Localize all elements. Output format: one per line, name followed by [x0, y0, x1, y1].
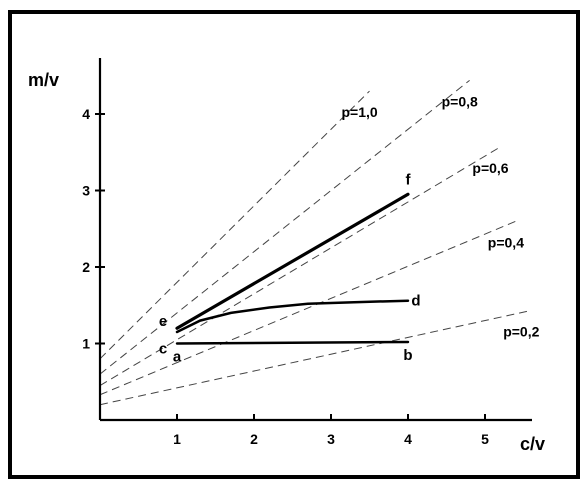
reference-line-label: p=1,0 [342, 104, 378, 120]
series-line [175, 299, 410, 334]
point-label-c: c [159, 341, 167, 358]
reference-line-label: p=0,8 [442, 93, 478, 109]
axes [98, 58, 532, 422]
series-line [175, 340, 410, 345]
data-curves [175, 192, 410, 345]
reference-line-label: p=0,2 [503, 323, 539, 339]
ticks: 1 2 3 4 5 1 2 3 4 [82, 106, 489, 447]
point-label-b: b [403, 347, 412, 364]
reference-line-label: p=0,4 [488, 234, 524, 250]
y-tick-label: 4 [82, 106, 90, 122]
reference-line [99, 220, 516, 396]
y-axis-title: m/v [28, 70, 59, 90]
x-tick-label: 3 [327, 431, 335, 447]
point-label-a: a [173, 349, 182, 366]
chart-frame [8, 10, 580, 479]
point-labels: a b ce d f [159, 171, 421, 365]
reference-lines: p=1,0 p=0,8 p=0,6 p=0,4 p=0,2 [99, 79, 540, 406]
point-label-d: d [411, 293, 420, 310]
x-tick-label: 1 [173, 431, 181, 447]
x-axis-title: c/v [520, 434, 545, 454]
reference-line [99, 79, 470, 375]
x-tick-label: 4 [404, 431, 412, 447]
x-tick-label: 2 [250, 431, 258, 447]
series-line [175, 192, 410, 330]
point-label-e: e [159, 313, 167, 330]
y-tick-label: 2 [82, 259, 90, 275]
x-tick-label: 5 [481, 431, 489, 447]
reference-line-label: p=0,6 [472, 160, 508, 176]
reference-line [99, 309, 532, 406]
y-tick-label: 3 [82, 183, 90, 199]
point-label-f: f [406, 171, 412, 188]
reference-line [99, 90, 370, 360]
y-tick-label: 1 [82, 336, 90, 352]
